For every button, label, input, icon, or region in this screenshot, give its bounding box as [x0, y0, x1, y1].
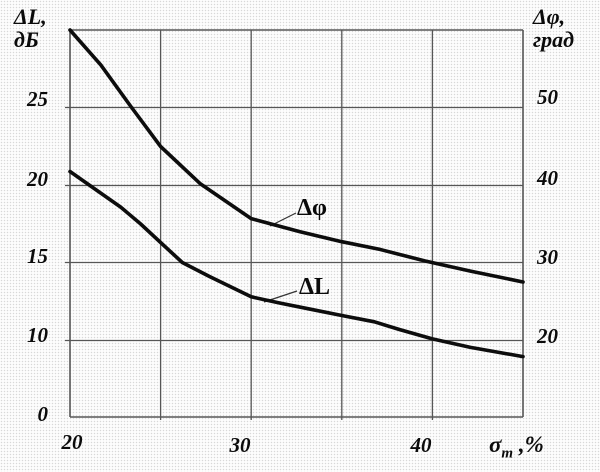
right-tick-40: 40 [537, 166, 558, 190]
data-curves [68, 28, 525, 359]
left-axis-title: ΔL, дБ [14, 5, 47, 51]
right-tick-50: 50 [537, 85, 558, 109]
right-axis-title-line2: град [533, 27, 575, 52]
bottom-tick-40: 40 [410, 433, 432, 457]
curve-label-phi: Δφ [297, 195, 328, 221]
grid-lines [65, 29, 524, 420]
right-tick-30: 30 [537, 245, 558, 269]
right-axis-title-line1: Δφ, [533, 4, 566, 29]
right-tick-20: 20 [537, 324, 558, 348]
right-axis-title: Δφ, град [533, 5, 574, 51]
x-axis-title-base: σ [489, 432, 502, 457]
left-axis-title-line1: ΔL, [14, 4, 47, 29]
left-axis-title-line2: дБ [14, 27, 39, 52]
left-tick-0: 0 [37, 402, 49, 426]
x-axis-title: σm ,% [489, 432, 544, 461]
curve-phi [68, 28, 525, 284]
left-tick-15: 15 [27, 244, 48, 268]
bottom-tick-20: 20 [61, 430, 83, 454]
curve-label-L: ΔL [299, 274, 331, 300]
x-axis-title-subscript: m [501, 445, 514, 462]
curve-L [68, 169, 525, 359]
bottom-tick-30: 30 [229, 433, 251, 457]
left-tick-10: 10 [27, 323, 48, 347]
x-axis-title-rest: ,% [513, 432, 544, 457]
left-tick-20: 20 [27, 167, 48, 191]
left-tick-25: 25 [27, 87, 48, 111]
